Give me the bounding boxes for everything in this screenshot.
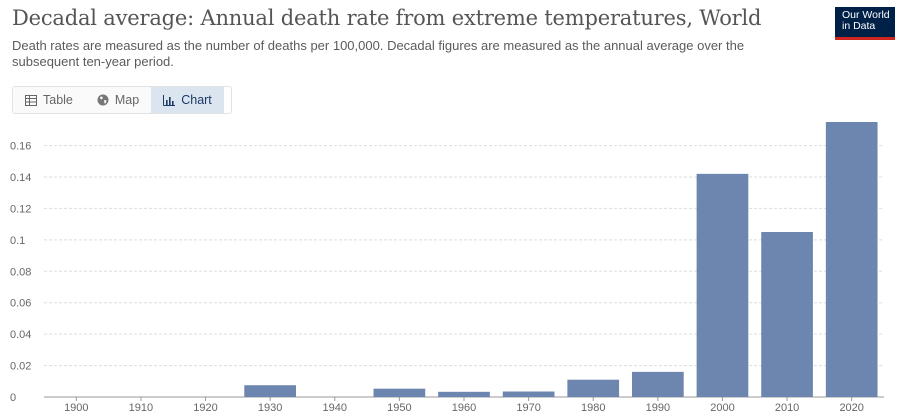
- bar-2010: [761, 232, 813, 397]
- logo-line-2: in Data: [842, 20, 876, 32]
- x-tick-label: 2010: [775, 402, 799, 414]
- bar-1930: [244, 385, 296, 397]
- bar-1980: [567, 379, 620, 397]
- x-tick-label: 1910: [129, 402, 153, 414]
- y-tick-label: 0.02: [10, 361, 31, 373]
- x-tick-label: 1970: [516, 402, 540, 414]
- tab-map[interactable]: Map: [84, 87, 152, 113]
- x-tick-label: 2020: [839, 402, 863, 414]
- tab-table[interactable]: Table: [13, 87, 85, 113]
- tab-map-label: Map: [114, 93, 140, 107]
- bar-2000: [696, 173, 749, 397]
- tab-table-label: Table: [43, 93, 73, 107]
- view-tabs: Table Map Chart: [12, 86, 232, 114]
- y-tick-label: 0.12: [10, 203, 31, 215]
- y-tick-label: 0.16: [10, 141, 31, 153]
- bar-1990: [632, 371, 684, 397]
- logo-line-1: Our World: [842, 9, 890, 21]
- bar-1970: [502, 391, 555, 397]
- tab-chart-label: Chart: [181, 93, 212, 107]
- x-tick-label: 1990: [646, 402, 670, 414]
- bar-1960: [438, 391, 490, 397]
- y-tick-label: 0: [10, 392, 16, 404]
- table-icon: [25, 94, 37, 106]
- x-tick-label: 1940: [323, 402, 347, 414]
- owid-logo[interactable]: Our World in Data: [835, 7, 895, 40]
- chart-subtitle: Death rates are measured as the number o…: [12, 38, 745, 69]
- x-tick-label: 1930: [258, 402, 282, 414]
- x-tick-label: 1950: [387, 402, 411, 414]
- y-tick-label: 0.1: [10, 235, 25, 247]
- tab-chart[interactable]: Chart: [151, 87, 224, 113]
- bar-1950: [373, 388, 426, 397]
- chart-title: Decadal average: Annual death rate from …: [12, 6, 762, 30]
- bar-2020: [825, 122, 878, 397]
- y-tick-label: 0.08: [10, 266, 31, 278]
- y-tick-label: 0.04: [10, 329, 31, 341]
- x-tick-label: 1900: [64, 402, 88, 414]
- x-tick-label: 1960: [452, 402, 476, 414]
- y-tick-label: 0.14: [10, 172, 31, 184]
- chart-icon: [163, 94, 176, 106]
- x-tick-label: 2000: [710, 402, 734, 414]
- x-tick-label: 1980: [581, 402, 605, 414]
- globe-icon: [97, 94, 109, 106]
- y-tick-label: 0.06: [10, 298, 31, 310]
- x-tick-label: 1920: [193, 402, 217, 414]
